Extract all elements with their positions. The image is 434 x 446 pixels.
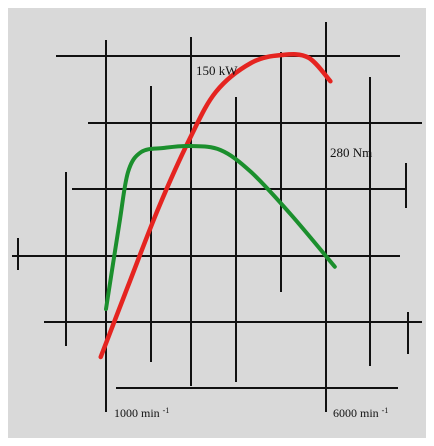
- x-tick-label-high: 6000 min -1: [333, 406, 388, 421]
- x-tick-label-low-main: 1000 min: [114, 406, 160, 420]
- x-tick-label-low: 1000 min -1: [114, 406, 169, 421]
- curve-layer: [98, 52, 337, 360]
- x-tick-label-low-sup: -1: [163, 406, 170, 415]
- grid-layer: [12, 22, 422, 412]
- x-tick-label-high-sup: -1: [382, 406, 389, 415]
- torque-curve: [104, 143, 337, 311]
- power-curve: [98, 52, 333, 360]
- annotation-layer: 150 kW 280 Nm 1000 min -1 6000 min -1: [114, 63, 388, 420]
- torque-label: 280 Nm: [330, 145, 372, 160]
- power-label: 150 kW: [196, 63, 238, 78]
- chart-panel: [8, 8, 426, 438]
- x-tick-label-high-main: 6000 min: [333, 406, 379, 420]
